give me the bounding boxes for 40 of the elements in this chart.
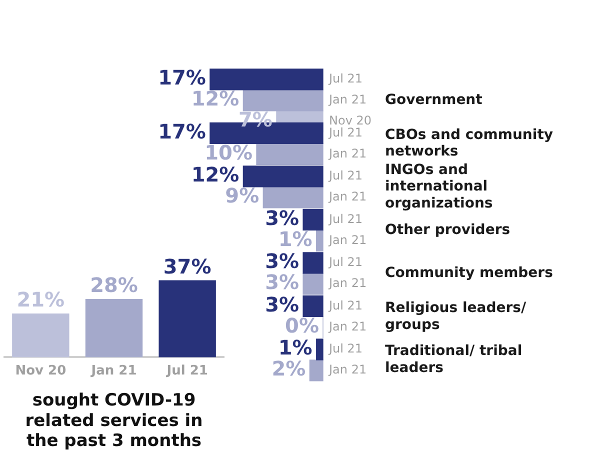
series-label: Jan 21 — [328, 92, 367, 107]
text: Jan 21 — [329, 319, 367, 334]
data-label: 28% — [90, 273, 138, 298]
text: Jan 21 — [329, 190, 367, 204]
text: Jul 21 — [329, 342, 363, 356]
bar — [316, 230, 324, 252]
y-tick-label: Community members — [385, 265, 553, 282]
bar — [242, 166, 324, 188]
text: Jul 21 — [329, 255, 363, 270]
x-tick-label: Jan 21 — [90, 363, 137, 378]
y-tick-label: Government — [385, 92, 483, 108]
y-tick-label: CBOs and community networks — [385, 126, 554, 160]
series-label: Nov 20 — [329, 114, 372, 128]
text: sought COVID-19 related services in the past 3 months — [25, 390, 203, 452]
text: Jul 21 — [329, 212, 363, 226]
data-label: 21% — [16, 288, 65, 312]
series-label: Jul 21 — [328, 72, 363, 86]
data-label: 37% — [163, 254, 212, 278]
text: Jul 21 — [329, 125, 363, 140]
y-tick-label: Traditional/ tribal leaders — [385, 343, 522, 376]
x-tick-label: Nov 20 — [15, 363, 66, 378]
data-label: 10% — [204, 140, 252, 164]
data-label: 17% — [158, 119, 206, 144]
y-tick-label: Religious leaders/ groups — [385, 300, 527, 333]
text: Jan 21 — [329, 146, 367, 160]
bar — [302, 252, 324, 274]
bar — [262, 186, 324, 208]
text: Jan 21 — [329, 232, 367, 247]
bar — [302, 295, 324, 318]
text: Jul 21 — [329, 168, 363, 183]
bar — [256, 143, 324, 166]
bar — [302, 273, 324, 295]
text: Jan 21 — [329, 276, 367, 290]
y-tick-label: INGOs and international organizations — [385, 162, 493, 212]
text: Jul 21 — [329, 298, 363, 312]
bar — [309, 360, 324, 382]
bar — [316, 338, 324, 360]
y-tick-label: Other providers — [385, 222, 510, 238]
x-tick-label: Jul 21 — [166, 363, 208, 378]
bar — [302, 208, 324, 231]
